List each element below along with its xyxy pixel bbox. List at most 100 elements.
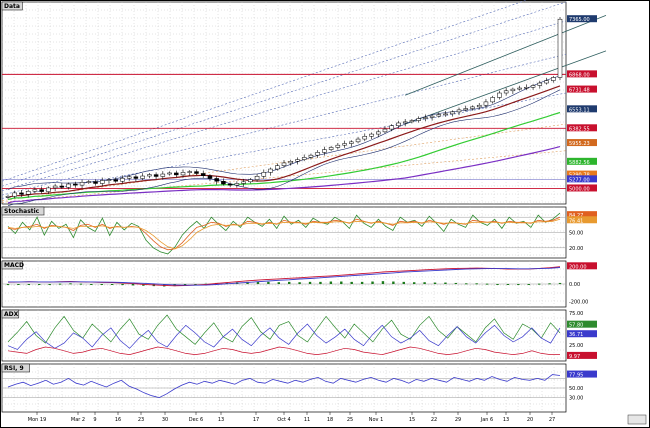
price-tag: 6553.11 <box>569 107 590 113</box>
candle-body <box>140 175 145 179</box>
candle-body <box>147 174 152 177</box>
macd-histogram-bar <box>381 281 385 284</box>
x-axis-tick-label: 27 <box>549 417 555 423</box>
price-tag-bg <box>567 175 597 183</box>
band-lower-line <box>7 89 561 206</box>
x-axis-tick-label: 17 <box>253 417 259 423</box>
price-tag: 6382.55 <box>569 126 590 132</box>
price-tag-bg <box>567 85 597 93</box>
candle-body <box>261 172 267 177</box>
candle-body <box>79 182 85 186</box>
candle-body <box>167 172 172 175</box>
macd-series-line <box>8 267 561 286</box>
stochastic-series-line <box>7 218 561 250</box>
macd-histogram-bar <box>79 283 83 285</box>
stochastic-tag-bg <box>567 211 597 219</box>
macd-histogram-bar <box>340 281 343 284</box>
macd-histogram-bar <box>329 281 333 284</box>
macd-histogram-bar <box>402 281 405 284</box>
candle-body <box>328 147 334 150</box>
candle-body <box>463 108 469 111</box>
macd-histogram-bar <box>298 282 301 284</box>
rsi-tag: 77.95 <box>569 373 583 379</box>
candle-body <box>537 82 543 86</box>
candle-body <box>281 162 287 166</box>
candle-body <box>503 90 509 94</box>
candle-body <box>275 165 280 170</box>
macd-histogram-bar <box>350 281 353 284</box>
price-tag: 6731.48 <box>569 88 590 94</box>
candle-body <box>483 101 489 106</box>
x-axis-tick-label: 13 <box>218 417 224 423</box>
candle-body <box>551 77 556 81</box>
candle-body <box>530 85 536 88</box>
candle-body <box>429 115 435 118</box>
macd-histogram-bar <box>38 284 41 285</box>
candle-body <box>46 187 51 192</box>
stochastic-tick-label: 50.00 <box>569 231 583 237</box>
macd-histogram-bar <box>110 284 114 285</box>
candle-body <box>207 175 213 179</box>
macd-tick-label: 0.00 <box>569 282 580 288</box>
x-axis-tick-label: Mon 19 <box>28 417 47 423</box>
moving-average-long-line <box>7 146 561 204</box>
candle-body <box>113 179 118 182</box>
trend-fan-line <box>1 1 567 187</box>
adx-tag-bg <box>567 351 597 359</box>
x-axis-tick-label: 9 <box>93 417 96 423</box>
candle-body <box>32 189 38 192</box>
x-axis-tick-label: Jan 6 <box>480 417 493 423</box>
macd-histogram-bar <box>277 282 280 284</box>
candle-body <box>342 143 347 146</box>
candle-body <box>382 128 388 133</box>
moving-average-short-line <box>7 85 561 198</box>
candle-body <box>133 176 139 179</box>
x-axis-tick-label: Nov 1 <box>369 417 384 423</box>
macd-histogram-bar <box>371 281 374 284</box>
x-axis-tick-label: Mar 2 <box>71 417 85 423</box>
candle-body <box>443 113 448 116</box>
candle-body <box>308 154 314 158</box>
x-axis-tick-label: 25 <box>347 417 353 423</box>
price-tag: 5277.00 <box>569 177 590 183</box>
panel-frame-adx <box>1 309 567 362</box>
rsi-series-line <box>7 374 561 399</box>
x-axis-tick-label: 22 <box>431 417 437 423</box>
candle-body <box>375 131 381 135</box>
adx-tag-bg <box>567 330 597 338</box>
macd-histogram-bar <box>121 284 124 286</box>
macd-histogram-bar <box>496 284 499 285</box>
trend-fan-line <box>1 0 528 182</box>
candle-body <box>497 92 502 98</box>
macd-histogram-bar <box>537 283 541 285</box>
candle-body <box>39 189 44 192</box>
candle-body <box>544 80 549 84</box>
panel-title-tab <box>1 260 23 270</box>
price-tag-bg <box>567 15 597 23</box>
adx-series-line <box>7 346 560 355</box>
channel-line-lower <box>405 50 607 125</box>
candle-body <box>490 97 495 103</box>
macd-histogram-bar <box>69 283 72 285</box>
candle-body <box>241 181 246 184</box>
price-tag-bg <box>567 157 597 165</box>
macd-histogram-bar <box>444 282 447 284</box>
panel-title-tab <box>1 206 45 216</box>
x-axis-tick-label: Dec 6 <box>189 417 203 423</box>
macd-histogram-bar <box>465 283 468 285</box>
candle-body <box>194 171 199 174</box>
candle-body <box>450 111 455 115</box>
candle-body <box>288 161 293 164</box>
rsi-tag-bg <box>567 370 597 378</box>
macd-histogram-bar <box>360 281 364 284</box>
x-axis-tick-label: 30 <box>162 417 168 423</box>
candle-body <box>187 171 193 173</box>
macd-histogram-bar <box>90 284 93 285</box>
price-tag-bg <box>567 105 597 113</box>
candle-body <box>200 173 206 176</box>
price-tag-bg <box>567 70 597 78</box>
candle-body <box>86 181 92 183</box>
candle-body <box>355 138 361 143</box>
candle-body <box>52 185 58 189</box>
